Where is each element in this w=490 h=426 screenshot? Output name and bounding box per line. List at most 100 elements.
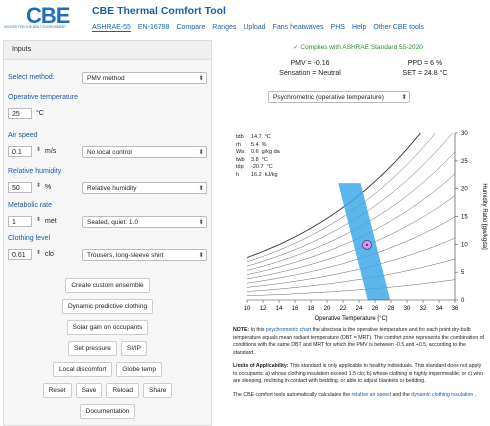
rh-curve xyxy=(247,195,455,280)
button-row: Documentation xyxy=(79,404,136,419)
info-row: tdp -20.7 °C xyxy=(236,164,280,172)
button[interactable]: Globe temp xyxy=(116,362,162,377)
button[interactable]: Reload xyxy=(106,383,140,398)
method-select[interactable]: PMV method xyxy=(82,72,207,84)
field-input[interactable]: 25 xyxy=(8,108,32,119)
button[interactable]: Create custom ensemble xyxy=(65,278,150,293)
app-title: CBE Thermal Comfort Tool xyxy=(92,5,226,17)
info-unit: % xyxy=(261,141,267,148)
nav-tab[interactable]: Ranges xyxy=(212,24,237,31)
field-input[interactable]: 0.1 xyxy=(8,146,32,157)
note-link[interactable]: dynamic clothing insulation xyxy=(411,391,474,398)
field-label: Metabolic rate xyxy=(8,202,52,209)
psychrometric-chart: 10 12 14 16 18 20 22 24 26 28 30 32 34 360 5 10 15 20 25 30… xyxy=(244,131,487,322)
field-input[interactable]: 50 xyxy=(8,182,32,193)
note-plain: The CBE comfort tools automatically calc… xyxy=(233,391,352,398)
info-row: h 16.2 kJ/kg xyxy=(236,172,280,180)
nav-tab[interactable]: PHS xyxy=(330,24,345,31)
field-input[interactable]: 1 xyxy=(8,216,32,227)
field-label: Air speed xyxy=(8,132,38,139)
button[interactable]: Local discomfort xyxy=(53,362,113,377)
note-plain: the abscissa is the operative temperatur… xyxy=(233,327,484,356)
x-tick-label: 34 xyxy=(436,306,443,312)
x-tick-label: 28 xyxy=(388,306,395,312)
info-unit: °C xyxy=(266,164,273,170)
nav-tab[interactable]: Fans heatwaves xyxy=(272,24,324,31)
x-tick-label: 16 xyxy=(292,306,299,312)
field-label: Clothing level xyxy=(8,235,51,242)
button-row: Dynamic predictive clothing xyxy=(61,299,154,314)
info-value: 16.2 xyxy=(251,171,262,178)
note-plain: This standard is only applicable to heal… xyxy=(233,363,483,385)
field-label: Relative humidity xyxy=(8,168,62,175)
field-input[interactable]: 0.61 xyxy=(8,249,32,260)
nav-tab[interactable]: Help xyxy=(351,24,367,31)
field-unit: °C xyxy=(36,110,44,117)
field-unit: m/s xyxy=(45,148,57,155)
button-row: Solar gain on occupants xyxy=(66,320,149,335)
button[interactable]: Set pressure xyxy=(68,341,117,356)
chart-select[interactable]: Psychrometric (operative temperature) xyxy=(268,91,410,103)
nav-tab[interactable]: Other CBE tools xyxy=(373,24,424,31)
button-row: Reset Save Reload Share xyxy=(42,383,173,398)
info-symbol: twb xyxy=(236,156,245,163)
x-tick-label: 24 xyxy=(356,306,363,312)
nav-tab[interactable]: ASHRAE-55 xyxy=(92,24,131,32)
rh-curve xyxy=(247,258,455,292)
x-axis-label: Operative Temperature [°C] xyxy=(315,316,388,322)
x-tick-label: 30 xyxy=(404,306,411,312)
field-select[interactable]: Relative humidity xyxy=(82,182,207,194)
nav-bar: ASHRAE-55 EN-16798 Compare Ranges Upload Fans… xyxy=(92,24,424,32)
field-label: Operative temperature xyxy=(8,94,79,101)
button-group: Create custom ensemble Dynamic predictive… xyxy=(3,278,212,419)
y-axis-label: Humidity Ratio [gw/kgda] xyxy=(481,183,487,250)
pmv: PMV = -0.16 xyxy=(290,60,330,67)
button[interactable]: Dynamic predictive clothing xyxy=(61,299,154,314)
ppd: PPD = 6 % xyxy=(407,60,443,67)
field-select[interactable]: Trousers, long-sleeve shirt xyxy=(82,249,207,261)
info-value: 0.6 xyxy=(251,149,259,155)
note-bold: Limits of Applicability: xyxy=(233,363,289,370)
x-tick-label: 26 xyxy=(372,306,379,312)
y-tick-label: 0 xyxy=(461,298,465,304)
x-tick-label: 36 xyxy=(452,306,459,312)
button[interactable]: Reset xyxy=(42,383,72,398)
button-row: Local discomfort Globe temp xyxy=(53,362,162,377)
field-select[interactable]: Seated, quiet: 1.0 xyxy=(82,216,207,228)
nav-tab[interactable]: EN-16798 xyxy=(137,24,170,31)
x-tick-label: 32 xyxy=(420,306,427,312)
note-link[interactable]: psychrometric chart xyxy=(265,327,312,333)
panel-title: Inputs xyxy=(12,46,32,53)
compliance: ✓ Complies with ASHRAE Standard 55-2020 xyxy=(293,44,423,51)
button[interactable]: SI/IP xyxy=(120,341,147,356)
nav-tab[interactable]: Compare xyxy=(176,24,206,31)
note-bold: NOTE: xyxy=(233,327,250,333)
button-row: Create custom ensemble xyxy=(65,278,150,293)
x-tick-label: 20 xyxy=(324,306,331,312)
nav-tab[interactable]: Upload xyxy=(243,24,266,31)
info-row: twb 3.8 °C xyxy=(236,157,280,165)
note-paragraph: Limits of Applicability: This standard i… xyxy=(233,363,485,386)
info-symbol: tdb xyxy=(236,134,244,140)
note-plain: and the xyxy=(391,391,412,398)
info-unit: g/kg da xyxy=(261,149,280,155)
info-symbol: Wa xyxy=(236,149,245,155)
y-tick-label: 20 xyxy=(461,187,468,193)
button[interactable]: Solar gain on occupants xyxy=(66,320,149,335)
note-link[interactable]: relative air speed xyxy=(351,391,392,398)
x-tick-label: 22 xyxy=(340,306,347,312)
info-row: tdb 14.7 °C xyxy=(236,134,280,142)
field-select[interactable]: No local control xyxy=(82,146,207,158)
rh-curve xyxy=(247,216,455,284)
logo-subtitle: CENTER FOR THE BUILT ENVIRONMENT xyxy=(4,25,66,29)
rh-curve xyxy=(247,173,455,275)
button[interactable]: Save xyxy=(75,383,103,398)
logo-text: CBE xyxy=(26,3,70,28)
button[interactable]: Documentation xyxy=(79,404,136,419)
button[interactable]: Share xyxy=(143,383,173,398)
logo[interactable]: CBE CENTER FOR THE BUILT ENVIRONMENT xyxy=(4,3,84,29)
field-unit: met xyxy=(45,218,57,225)
x-tick-label: 12 xyxy=(260,306,267,312)
set: SET = 24.8 °C xyxy=(402,70,448,77)
